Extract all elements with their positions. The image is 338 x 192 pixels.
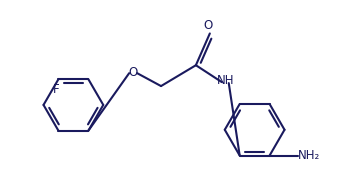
Text: NH: NH bbox=[217, 74, 235, 87]
Text: NH₂: NH₂ bbox=[298, 149, 320, 162]
Text: O: O bbox=[203, 19, 213, 32]
Text: F: F bbox=[53, 83, 60, 96]
Text: O: O bbox=[128, 66, 138, 79]
